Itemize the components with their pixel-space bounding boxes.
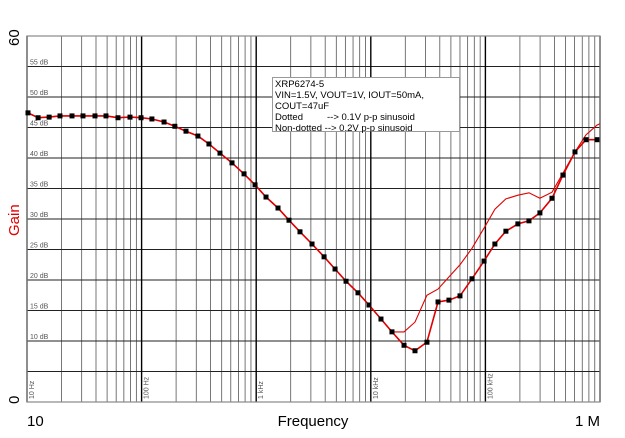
legend-entry-dotted: Dotted --> 0.1V p-p sinusoid <box>275 112 457 123</box>
data-point <box>549 195 555 201</box>
y-grid-label: 40 dB <box>30 151 49 158</box>
x-decade-label: 10 Hz <box>29 380 36 399</box>
data-point <box>127 114 133 120</box>
y-min-label: 0 <box>6 396 23 404</box>
data-point <box>332 266 338 272</box>
x-axis-title: Frequency <box>278 413 349 430</box>
data-point <box>103 113 109 119</box>
data-point <box>172 123 178 129</box>
legend-entry-desc: --> 0.2V p-p sinusoid <box>324 123 413 134</box>
x-decade-label: 10 kHz <box>373 377 380 399</box>
y-grid-label: 45 dB <box>30 121 49 128</box>
y-grid-label: 50 dB <box>30 90 49 97</box>
legend-line: COUT=47uF <box>275 101 330 112</box>
y-grid-label: 55 dB <box>30 60 49 67</box>
data-point <box>263 194 269 200</box>
legend-entry-label: Non-dotted <box>275 123 323 134</box>
data-point <box>229 160 235 166</box>
data-point <box>469 276 475 282</box>
x-decade-label: 1 kHz <box>258 381 265 399</box>
data-point <box>560 172 566 178</box>
data-point <box>80 113 86 119</box>
legend-line: XRP6274-5 <box>275 79 325 90</box>
data-point <box>424 339 430 345</box>
legend-entry-label: Dotted <box>275 112 303 123</box>
data-point <box>526 218 532 224</box>
data-point <box>572 149 578 155</box>
data-point <box>366 302 372 308</box>
data-point <box>481 258 487 264</box>
data-point <box>435 299 441 305</box>
data-point <box>537 210 543 216</box>
data-point <box>389 329 395 335</box>
data-point <box>275 205 281 211</box>
data-point <box>46 114 52 120</box>
data-point <box>195 133 201 139</box>
legend-entry-desc: --> 0.1V p-p sinusoid <box>327 112 415 123</box>
data-point <box>92 113 98 119</box>
data-point <box>446 297 452 303</box>
y-grid-label: 30 dB <box>30 212 49 219</box>
data-point <box>161 119 167 125</box>
y-grid-label: 25 dB <box>30 243 49 250</box>
data-point <box>401 342 407 348</box>
data-point <box>297 229 303 235</box>
x-max-label: 1 M <box>575 413 600 430</box>
y-grid-label: 10 dB <box>30 334 49 341</box>
data-point <box>492 241 498 247</box>
y-grid-label: 15 dB <box>30 304 49 311</box>
data-point <box>355 290 361 296</box>
y-max-label: 60 <box>6 29 23 46</box>
legend-line: VIN=1.5V, VOUT=1V, IOUT=50mA, <box>275 90 424 101</box>
legend: XRP6274-5 VIN=1.5V, VOUT=1V, IOUT=50mA, … <box>272 77 460 134</box>
data-point <box>252 182 258 188</box>
data-point <box>503 228 509 234</box>
data-point <box>309 241 315 247</box>
data-point <box>115 115 121 121</box>
series-line <box>27 112 597 352</box>
data-point <box>206 141 212 147</box>
data-point <box>457 293 463 299</box>
data-point <box>515 221 521 227</box>
series-line <box>27 112 601 333</box>
data-point <box>217 150 223 156</box>
data-point <box>583 137 589 143</box>
legend-entry-non-dotted: Non-dotted --> 0.2V p-p sinusoid <box>275 123 457 134</box>
data-point <box>149 116 155 122</box>
data-point <box>35 115 41 121</box>
y-grid-label: 35 dB <box>30 182 49 189</box>
x-min-label: 10 <box>27 413 44 430</box>
data-point <box>378 316 384 322</box>
x-decade-label: 100 kHz <box>487 373 494 399</box>
data-point <box>183 128 189 134</box>
y-axis-title: Gain <box>6 204 23 236</box>
data-point <box>25 110 31 116</box>
data-point <box>286 217 292 223</box>
y-grid-label: 20 dB <box>30 273 49 280</box>
data-point <box>412 348 418 354</box>
data-point <box>69 113 75 119</box>
data-point <box>138 115 144 121</box>
data-point <box>594 137 600 143</box>
plot-border <box>26 35 601 403</box>
data-point <box>321 254 327 260</box>
data-point <box>57 113 63 119</box>
x-decade-label: 100 Hz <box>144 376 151 399</box>
series-layer <box>25 110 601 354</box>
data-point <box>241 171 247 177</box>
data-point <box>343 278 349 284</box>
